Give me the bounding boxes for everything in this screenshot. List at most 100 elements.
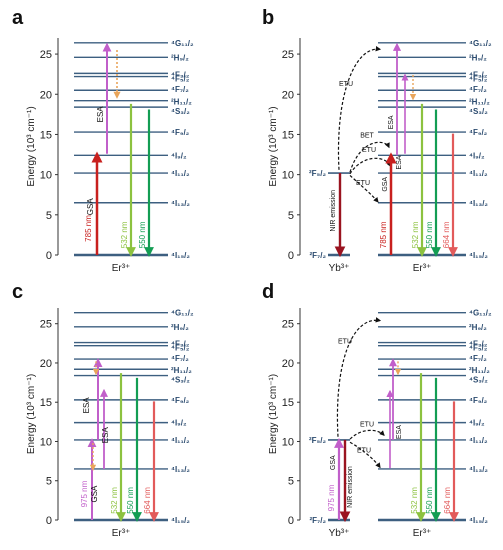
arrow-label: ETU (338, 338, 352, 345)
arrow-label: ESA (396, 425, 403, 439)
transfer-arrow (336, 317, 382, 437)
y-tick-label: 15 (40, 397, 52, 409)
panel-undefined: d 0 5 10 15 20 25 Energy (10³ cm⁻¹) ⁴G₁₁/₂ ²H₉/₂ ⁴… (262, 281, 492, 539)
er-level-label: ⁴F₇/₂ (171, 85, 189, 94)
y-tick-label: 25 (282, 49, 294, 61)
er-level-label: ⁴I₁₁/₂ (469, 169, 488, 178)
er-level-label: ²H₁₁/₂ (171, 366, 192, 375)
ion-label-er: Er³⁺ (112, 528, 131, 539)
transfer-arrow (349, 174, 379, 203)
ion-label-er: Er³⁺ (413, 528, 432, 539)
arrow-label: NIR emission (347, 466, 354, 508)
arrow-label: 550 nm (126, 487, 135, 514)
arrow-label: ETU (357, 447, 371, 454)
er-level-label: ⁴I₉/₂ (469, 419, 485, 428)
arrow-label: ESA (82, 397, 91, 414)
y-tick-label: 5 (288, 476, 294, 488)
panel-letter: b (262, 7, 274, 29)
arrow-label: ETU (339, 81, 353, 88)
transfer-arrow (349, 441, 381, 469)
arrow-label: GSA (90, 485, 99, 503)
arrow-label: ETU (362, 147, 376, 154)
er-level-label: ⁴F₅/₂ (469, 75, 488, 84)
arrow-label: 532 nm (410, 487, 419, 514)
er-level-label: ⁴I₁₁/₂ (469, 436, 488, 445)
yb-level-label: ²F₅/₂ (309, 169, 326, 178)
arrow-label: 975 nm (80, 480, 89, 507)
arrow-label: GSA (86, 198, 95, 216)
er-level-label: ⁴G₁₁/₂ (469, 39, 492, 48)
arrow-label: 550 nm (425, 221, 434, 248)
y-tick-label: 20 (282, 89, 294, 101)
er-level-label: ⁴F₅/₂ (469, 344, 488, 353)
arrow-label: 664 nm (143, 487, 152, 514)
panel-letter: d (262, 281, 274, 303)
er-level-label: ⁴I₁₁/₂ (171, 169, 190, 178)
er-level-label: ⁴F₉/₂ (469, 396, 488, 405)
y-tick-label: 5 (46, 210, 52, 222)
arrow-label: 664 nm (443, 487, 452, 514)
arrow-label: ETU (360, 422, 374, 429)
er-level-label: ⁴I₁₃/₂ (469, 199, 488, 208)
y-tick-label: 0 (288, 250, 294, 262)
panel-letter: a (12, 7, 24, 29)
panel-undefined: c 0 5 10 15 20 25 Energy (10³ cm⁻¹) ⁴G₁₁/₂ ²H₉/₂ ⁴… (12, 281, 194, 539)
er-level-label: ⁴F₉/₂ (469, 128, 488, 137)
arrow-label: 664 nm (442, 221, 451, 248)
y-tick-label: 20 (282, 358, 294, 370)
arrow-label: GSA (382, 177, 389, 192)
y-tick-label: 25 (282, 319, 294, 331)
arrow-label: 785 nm (379, 221, 388, 248)
ion-label-er: Er³⁺ (112, 263, 131, 274)
er-level-label: ⁴I₁₃/₂ (171, 199, 190, 208)
er-level-label: ⁴G₁₁/₂ (171, 309, 194, 318)
arrow-label: GSA (330, 455, 337, 470)
arrow-label: 975 nm (327, 484, 336, 511)
transfer-arrow (337, 46, 382, 170)
er-level-label: ⁴I₉/₂ (171, 151, 187, 160)
er-level-label: ⁴G₁₁/₂ (469, 309, 492, 318)
y-tick-label: 15 (40, 129, 52, 141)
arrow-label: 532 nm (411, 221, 420, 248)
er-level-label: ⁴S₃/₂ (469, 376, 488, 385)
er-level-label: ⁴S₃/₂ (171, 107, 190, 116)
y-axis-label: Energy (10³ cm⁻¹) (26, 374, 37, 454)
er-level-label: ⁴G₁₁/₂ (171, 39, 194, 48)
arrow-label: ESA (396, 155, 403, 169)
arrow-label: 550 nm (138, 221, 147, 248)
arrow-label: ESA (388, 115, 395, 129)
er-level-label: ⁴I₁₃/₂ (171, 465, 190, 474)
er-level-label: ⁴F₃/₂ (171, 70, 190, 79)
yb-level-label: ²F₇/₂ (309, 516, 326, 525)
er-level-label: ²H₁₁/₂ (469, 98, 490, 107)
y-tick-label: 5 (46, 476, 52, 488)
arrow-label: NIR emission (330, 190, 337, 232)
arrow-label: 550 nm (425, 487, 434, 514)
y-tick-label: 10 (40, 170, 52, 182)
er-level-label: ⁴S₃/₂ (469, 107, 488, 116)
arrow-label: 532 nm (110, 487, 119, 514)
er-level-label: ⁴F₉/₂ (171, 128, 190, 137)
transfer-arrow (349, 141, 390, 173)
er-level-label: ⁴I₁₃/₂ (469, 465, 488, 474)
er-level-label: ²H₉/₂ (171, 323, 189, 332)
er-level-label: ⁴F₇/₂ (469, 354, 487, 363)
er-level-label: ⁴I₁₅/₂ (469, 516, 488, 525)
er-level-label: ⁴I₁₅/₂ (171, 251, 190, 260)
panel-letter: c (12, 281, 23, 303)
y-tick-label: 5 (288, 210, 294, 222)
arrow-label: ESA (101, 427, 110, 444)
arrow-label: 532 nm (120, 221, 129, 248)
arrow-label: BET (360, 133, 374, 140)
er-level-label: ⁴I₁₁/₂ (171, 436, 190, 445)
y-tick-label: 20 (40, 358, 52, 370)
er-level-label: ²H₁₁/₂ (469, 366, 490, 375)
y-tick-label: 20 (40, 89, 52, 101)
er-level-label: ⁴F₇/₂ (469, 85, 487, 94)
arrow-label: ETU (356, 180, 370, 187)
y-tick-label: 0 (288, 515, 294, 527)
er-level-label: ⁴F₃/₂ (469, 70, 488, 79)
arrow-label: ESA (96, 106, 105, 123)
y-tick-label: 15 (282, 129, 294, 141)
